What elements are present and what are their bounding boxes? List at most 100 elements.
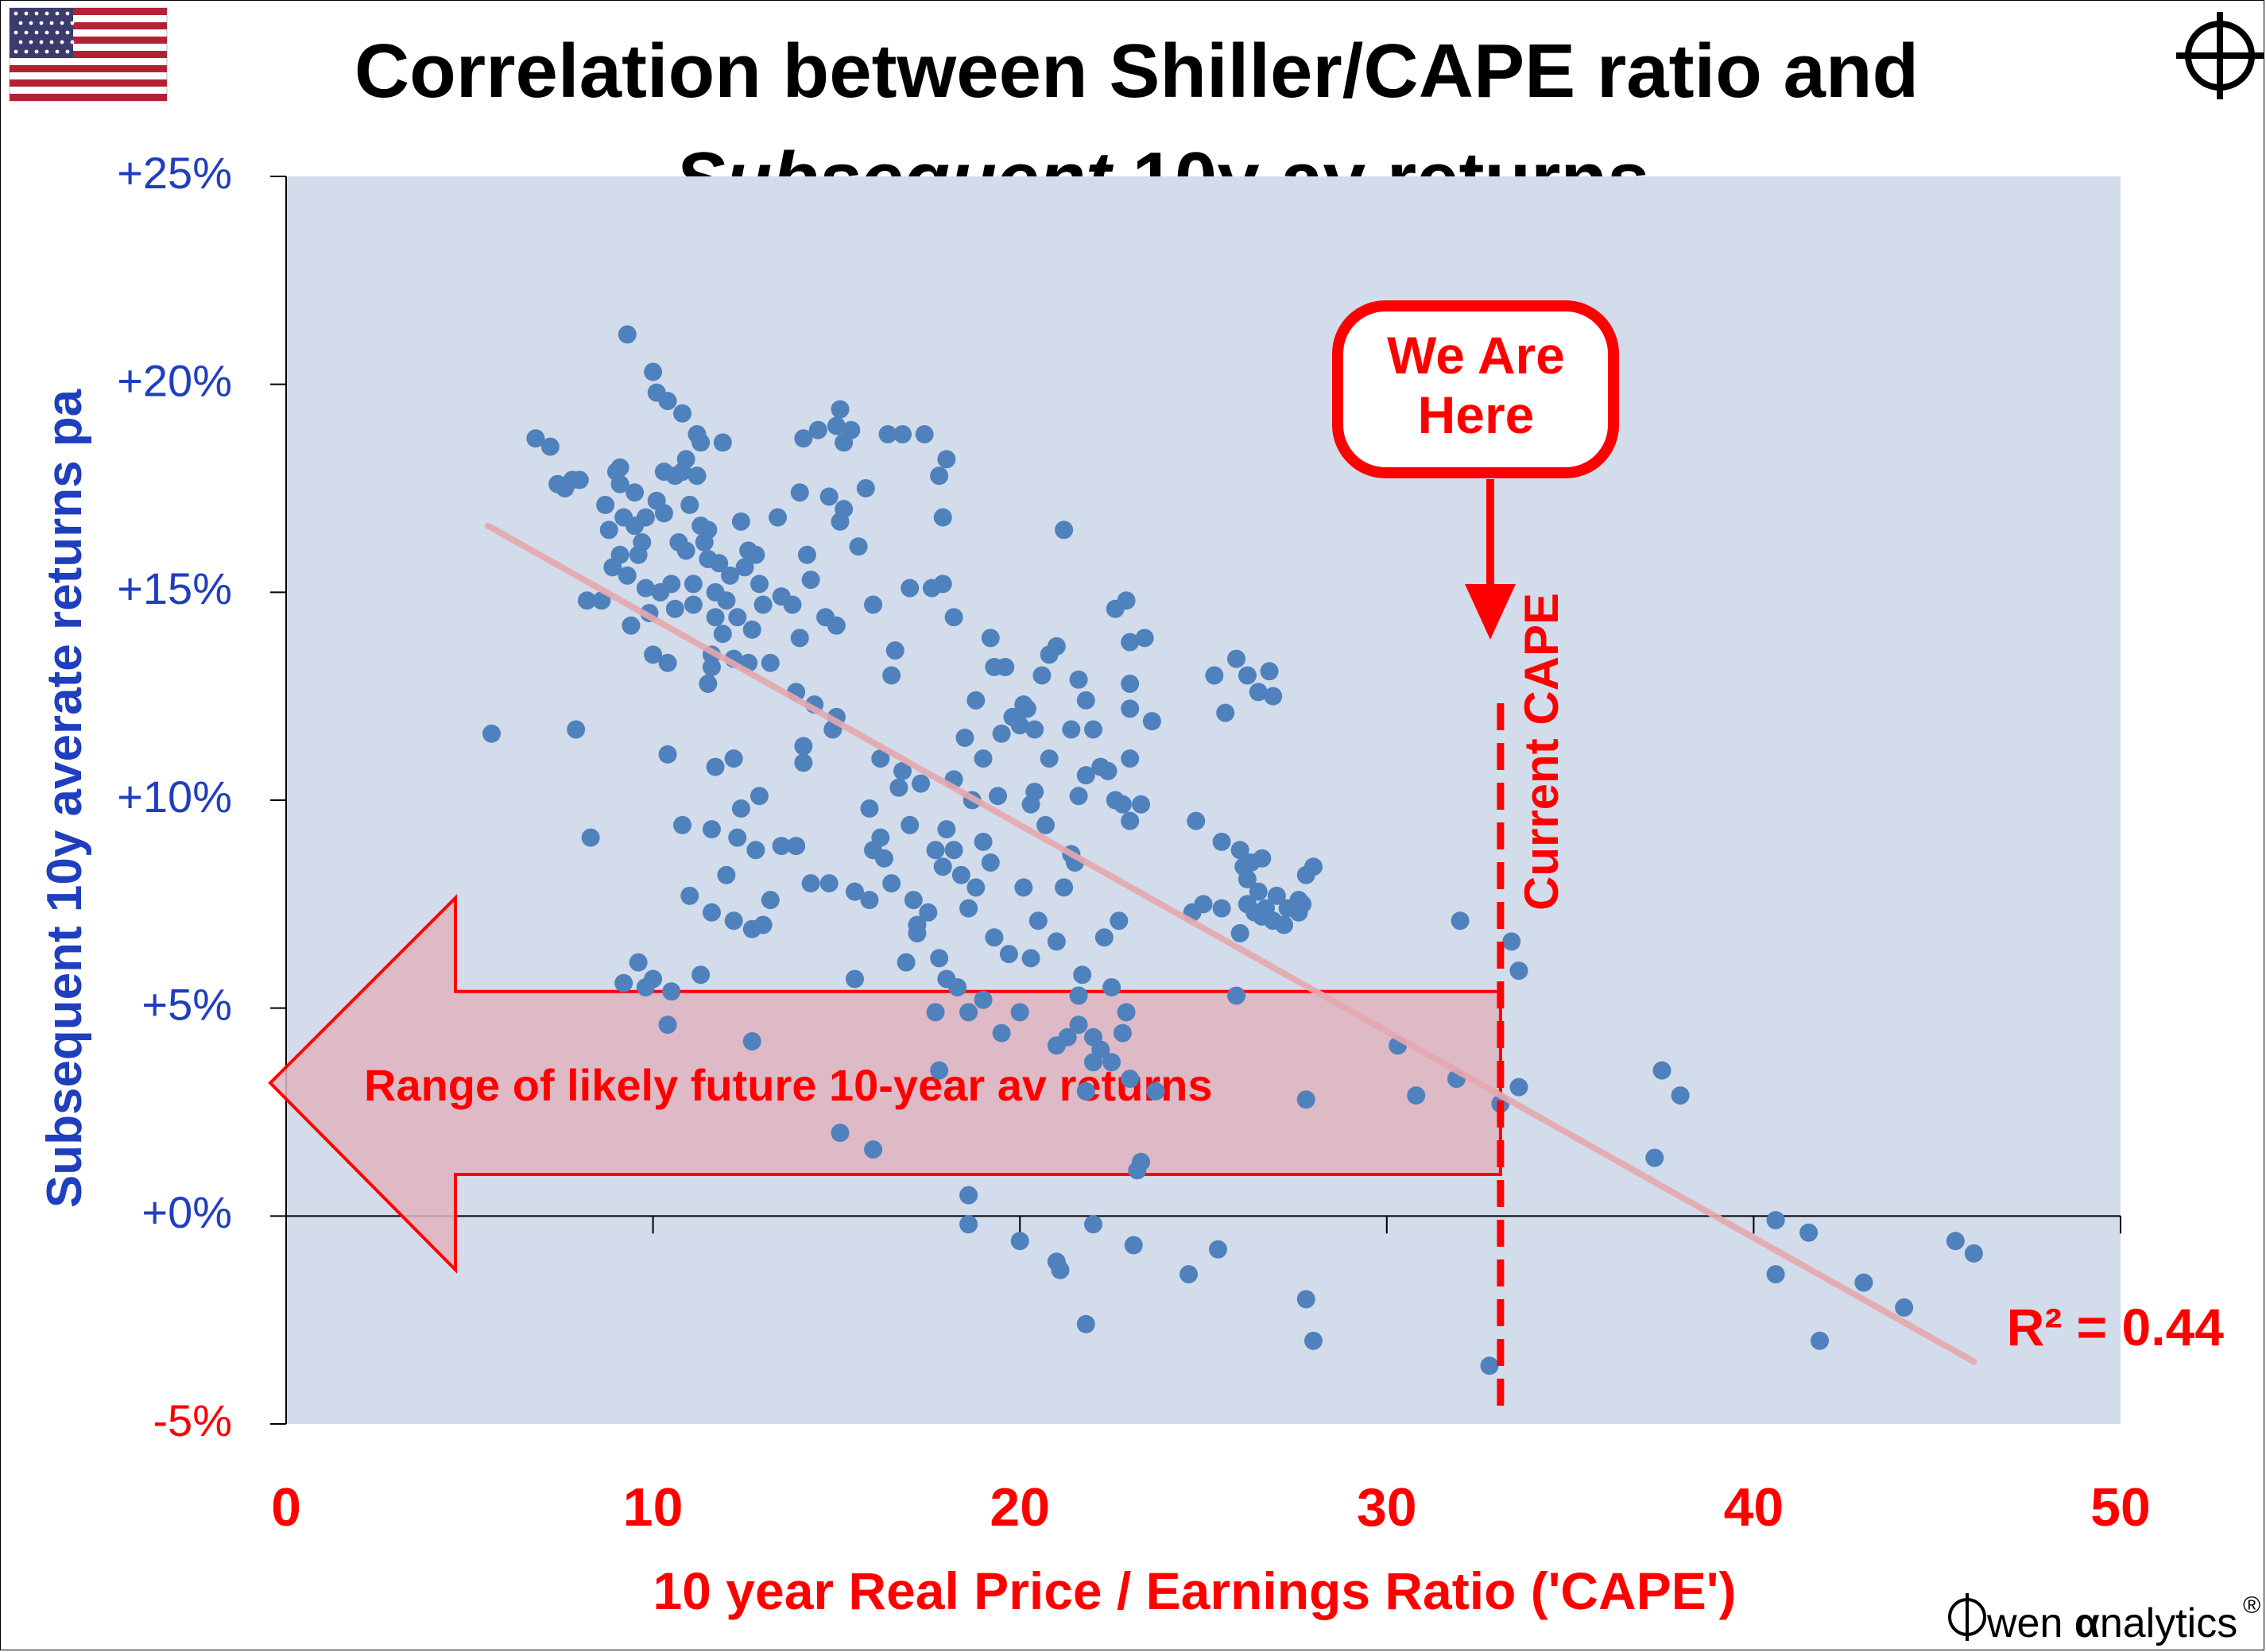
data-point — [592, 591, 611, 610]
data-point — [864, 1140, 883, 1159]
data-point — [618, 325, 637, 344]
y-tick-label: +5% — [141, 979, 232, 1029]
data-point — [1227, 649, 1246, 668]
we-are-here-arrowhead — [1465, 584, 1516, 640]
data-point — [860, 799, 879, 818]
data-point — [731, 799, 750, 818]
data-point — [1142, 712, 1161, 731]
data-point — [1102, 1053, 1121, 1072]
data-point — [699, 674, 718, 693]
data-point — [636, 578, 655, 598]
data-point — [702, 658, 721, 677]
data-point — [1117, 591, 1136, 610]
data-point — [864, 595, 883, 614]
data-point — [688, 466, 707, 486]
data-point — [636, 508, 655, 527]
data-point — [981, 629, 1000, 648]
data-point — [581, 828, 600, 847]
data-point — [874, 849, 893, 868]
data-point — [831, 400, 850, 419]
data-point — [1652, 1061, 1671, 1080]
data-point — [831, 1124, 850, 1143]
plot-area — [286, 176, 2121, 1424]
data-point — [644, 645, 663, 664]
data-point — [673, 404, 692, 423]
data-point — [819, 487, 839, 506]
we-are-here-box — [1332, 300, 1619, 478]
data-point — [665, 466, 684, 486]
data-point — [1946, 1232, 1965, 1251]
data-point — [1289, 891, 1308, 910]
data-point — [937, 820, 956, 839]
data-point — [691, 965, 711, 985]
data-point — [930, 466, 949, 486]
data-point — [794, 429, 813, 448]
data-point — [1303, 1331, 1323, 1350]
data-point — [992, 1023, 1011, 1043]
data-point — [1076, 1314, 1095, 1333]
y-axis-title: Subsequent 10y averate returns pa — [37, 389, 92, 1208]
data-point — [1010, 1003, 1029, 1022]
data-point — [1275, 915, 1294, 934]
data-point — [992, 724, 1011, 743]
data-point — [1135, 629, 1154, 648]
data-point — [849, 537, 868, 556]
data-point — [1216, 703, 1235, 722]
data-point — [713, 433, 732, 452]
data-point — [728, 828, 747, 847]
data-point — [636, 978, 655, 996]
data-point — [835, 500, 854, 519]
data-point — [1227, 986, 1246, 1005]
data-point — [1854, 1273, 1873, 1292]
data-point — [1179, 1265, 1199, 1284]
data-point — [1502, 932, 1521, 951]
data-point — [1208, 1240, 1227, 1259]
x-tick-label: 50 — [2090, 1477, 2151, 1538]
data-point — [610, 474, 629, 493]
data-point — [845, 969, 864, 988]
data-point — [1238, 666, 1257, 685]
data-point — [721, 566, 740, 585]
data-point — [1051, 1260, 1070, 1279]
data-point — [742, 620, 761, 639]
data-point — [1113, 795, 1132, 814]
data-point — [1084, 1215, 1103, 1234]
data-point — [1117, 1003, 1136, 1022]
data-point — [1895, 1298, 1914, 1317]
data-point — [735, 558, 754, 577]
data-point — [1021, 949, 1040, 968]
data-point — [1121, 811, 1140, 830]
data-point — [1128, 1161, 1147, 1180]
data-point — [684, 595, 703, 614]
data-point — [753, 595, 773, 614]
data-point — [885, 641, 904, 660]
data-point — [706, 608, 725, 627]
data-point — [1296, 1290, 1315, 1309]
data-point — [1055, 520, 1074, 540]
x-tick-label: 20 — [990, 1477, 1050, 1538]
data-point — [882, 874, 901, 893]
data-point — [676, 450, 695, 469]
data-point — [1187, 811, 1206, 830]
data-point — [926, 841, 945, 860]
data-point — [904, 891, 923, 910]
data-point — [769, 508, 788, 527]
data-point — [1249, 683, 1268, 702]
data-point — [482, 724, 501, 743]
data-point — [827, 416, 846, 435]
data-point — [794, 753, 813, 772]
data-point — [1766, 1265, 1785, 1284]
data-point — [699, 549, 718, 568]
data-point — [702, 820, 721, 839]
data-point — [673, 815, 692, 834]
data-point — [794, 737, 813, 756]
r-squared-label: R² = 0.44 — [2007, 1298, 2225, 1356]
data-point — [633, 533, 652, 552]
data-point — [827, 616, 846, 635]
data-point — [724, 749, 743, 768]
data-point — [658, 653, 677, 672]
y-tick-label: +0% — [141, 1187, 232, 1237]
data-point — [731, 512, 750, 531]
data-point — [629, 953, 648, 972]
